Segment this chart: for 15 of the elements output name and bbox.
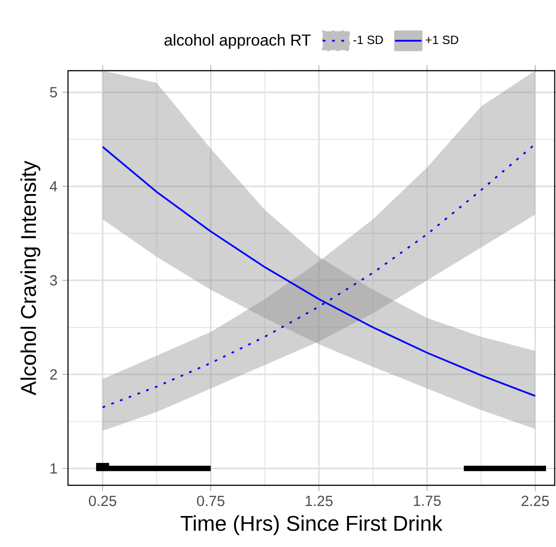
x-tick-label: 2.25 bbox=[522, 496, 549, 506]
y-tick-label: 1 bbox=[50, 464, 57, 474]
y-tick-label: 2 bbox=[50, 369, 57, 380]
y-tick-label: 4 bbox=[50, 181, 58, 192]
legend-title: alcohol approach RT bbox=[164, 34, 311, 50]
legend-label: -1 SD bbox=[353, 36, 383, 44]
legend-label: +1 SD bbox=[426, 36, 458, 44]
x-tick-label: 0.75 bbox=[197, 496, 224, 506]
y-axis-title: Alcohol Craving Intensity bbox=[20, 160, 40, 396]
y-tick-label: 5 bbox=[50, 87, 57, 98]
y-tick-label: 3 bbox=[50, 275, 57, 286]
x-tick-label: 1.75 bbox=[414, 496, 441, 506]
x-tick-label: 1.25 bbox=[306, 496, 333, 506]
x-axis-title: Time (Hrs) Since First Drink bbox=[180, 515, 442, 536]
x-tick-label: 0.25 bbox=[88, 496, 116, 506]
